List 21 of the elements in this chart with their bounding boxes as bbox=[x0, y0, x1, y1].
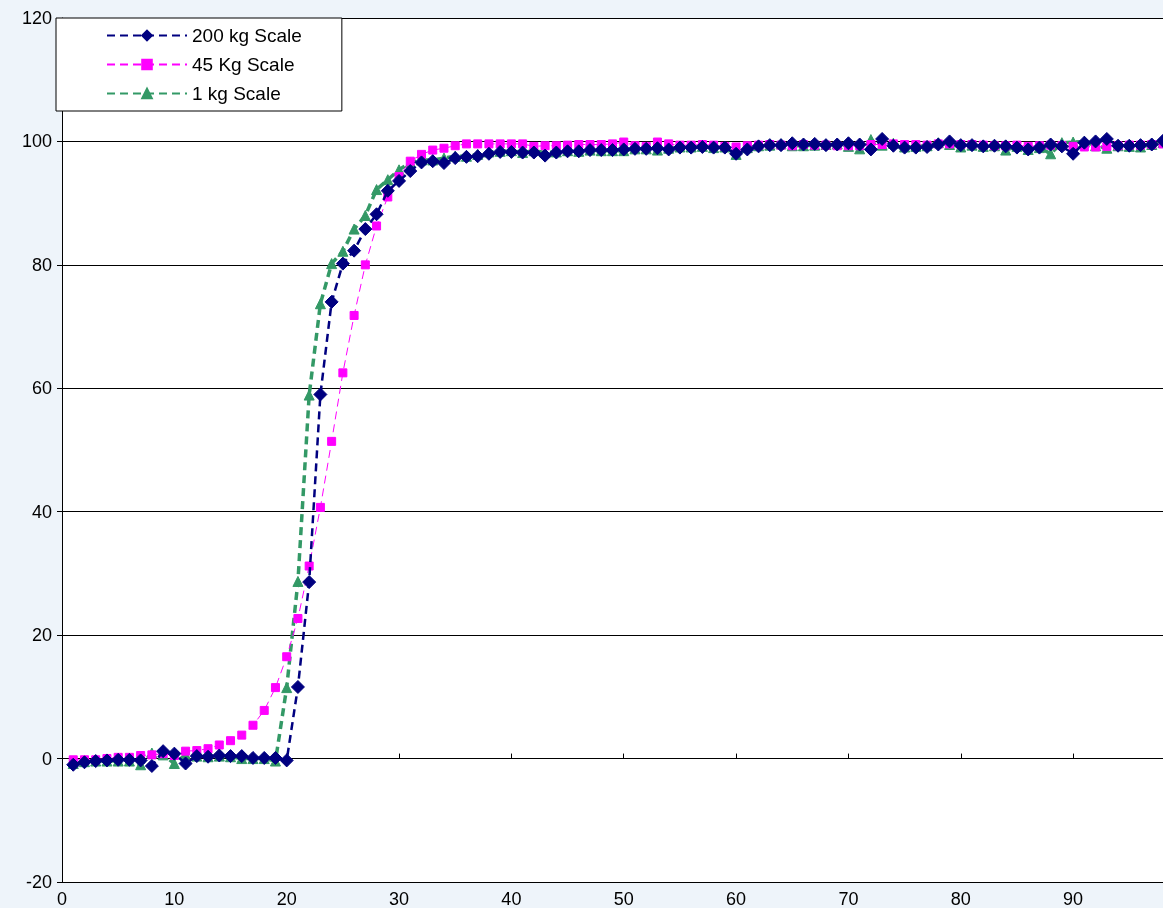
y-tick-label: -20 bbox=[25, 872, 52, 892]
legend-label: 45 Kg Scale bbox=[192, 54, 295, 75]
x-tick-label: 0 bbox=[56, 889, 68, 908]
y-tick-label: 120 bbox=[21, 8, 52, 28]
x-tick-label: 10 bbox=[164, 889, 185, 908]
x-tick-label: 90 bbox=[1063, 889, 1084, 908]
y-tick-label: 80 bbox=[31, 254, 52, 275]
x-tick-label: 80 bbox=[950, 889, 971, 908]
y-tick-label: 20 bbox=[31, 625, 52, 646]
legend-label: 1 kg Scale bbox=[192, 83, 281, 104]
y-tick-label: 40 bbox=[31, 501, 52, 522]
x-tick-label: 40 bbox=[501, 889, 522, 908]
x-tick-label: 30 bbox=[389, 889, 410, 908]
x-tick-label: 70 bbox=[838, 889, 859, 908]
x-tick-label: 50 bbox=[613, 889, 634, 908]
x-tick-label: 20 bbox=[276, 889, 297, 908]
x-tick-label: 60 bbox=[726, 889, 747, 908]
y-tick-label: 0 bbox=[41, 748, 52, 769]
y-tick-label: 100 bbox=[21, 131, 52, 152]
legend-label: 200 kg Scale bbox=[192, 25, 302, 46]
y-tick-label: 60 bbox=[31, 378, 52, 399]
